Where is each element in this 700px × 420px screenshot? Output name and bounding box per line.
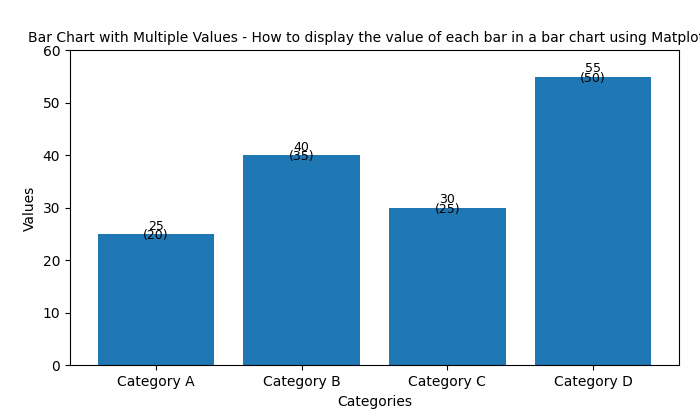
- Bar: [98, 234, 214, 365]
- Text: (20): (20): [143, 229, 169, 242]
- Bar: [244, 155, 360, 365]
- Text: (25): (25): [435, 203, 460, 216]
- Y-axis label: Values: Values: [23, 185, 37, 231]
- Bar: [389, 208, 505, 365]
- Text: (35): (35): [289, 150, 314, 163]
- Text: (50): (50): [580, 71, 606, 84]
- Text: 40: 40: [294, 141, 309, 154]
- X-axis label: Categories: Categories: [337, 395, 412, 409]
- Bar: [535, 76, 651, 365]
- Text: 25: 25: [148, 220, 164, 233]
- Text: 55: 55: [585, 62, 601, 75]
- Title: Bar Chart with Multiple Values - How to display the value of each bar in a bar c: Bar Chart with Multiple Values - How to …: [28, 31, 700, 45]
- Text: 30: 30: [440, 193, 455, 206]
